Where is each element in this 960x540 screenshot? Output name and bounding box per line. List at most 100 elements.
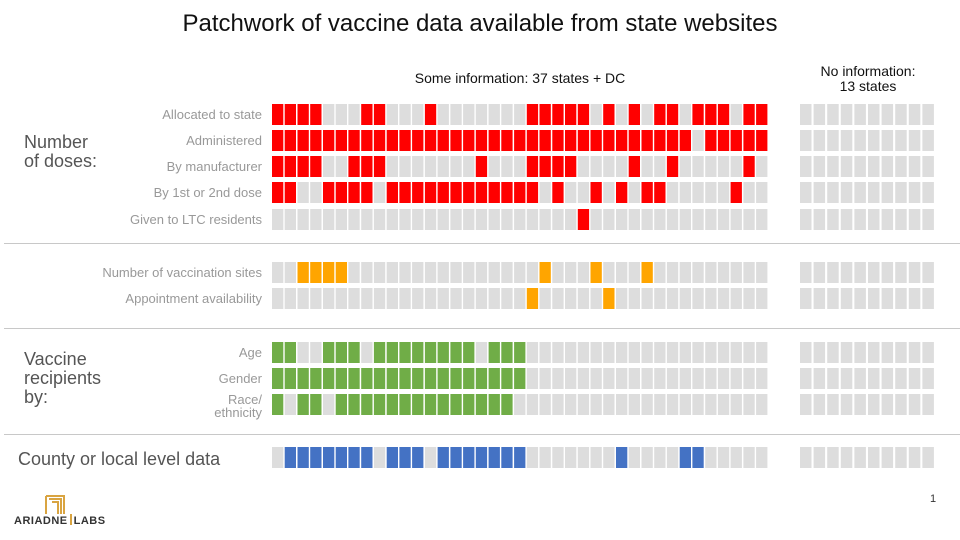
cell-appointment-availability-2-unavailable bbox=[284, 288, 296, 309]
cell-county-or-local-level-data-7-available bbox=[348, 447, 360, 468]
cell-age-12-available bbox=[412, 342, 424, 363]
cell-gender-13-available bbox=[424, 368, 437, 389]
cell-by-manufacturer-14-unavailable bbox=[437, 156, 449, 177]
cell-county-or-local-level-data-33-available bbox=[679, 447, 691, 468]
cell-county-or-local-level-data-12-available bbox=[412, 447, 424, 468]
cell-age-3-unavailable bbox=[297, 342, 309, 363]
cell-given-to-ltc-residents-no-info-4 bbox=[840, 209, 853, 230]
cell-appointment-availability-16-unavailable bbox=[463, 288, 475, 309]
cell-administered-7-available bbox=[348, 130, 360, 151]
cell-county-or-local-level-data-2-available bbox=[284, 447, 296, 468]
cell-appointment-availability-no-info-7 bbox=[881, 288, 894, 309]
cell-administered-16-available bbox=[463, 130, 475, 151]
cell-gender-no-info-9 bbox=[908, 368, 921, 389]
cell-county-or-local-level-data-16-available bbox=[463, 447, 475, 468]
cell-given-to-ltc-residents-5-unavailable bbox=[323, 209, 335, 230]
cell-by-1st-or-2nd-dose-no-info-10 bbox=[922, 182, 934, 203]
divider-recipients-county bbox=[4, 434, 960, 435]
cell-number-of-vaccination-sites-13-unavailable bbox=[424, 262, 437, 283]
cell-by-manufacturer-34-unavailable bbox=[692, 156, 704, 177]
cell-gender-25-unavailable bbox=[577, 368, 590, 389]
cell-age-no-info-2 bbox=[813, 342, 826, 363]
cell-number-of-vaccination-sites-22-available bbox=[539, 262, 551, 283]
cell-number-of-vaccination-sites-14-unavailable bbox=[437, 262, 449, 283]
cell-gender-28-unavailable bbox=[616, 368, 628, 389]
cell-given-to-ltc-residents-6-unavailable bbox=[335, 209, 347, 230]
cell-by-1st-or-2nd-dose-6-available bbox=[335, 182, 347, 203]
cell-allocated-to-state-21-available bbox=[526, 104, 539, 125]
cell-by-manufacturer-16-unavailable bbox=[463, 156, 475, 177]
cell-by-manufacturer-31-unavailable bbox=[654, 156, 666, 177]
cell-administered-4-available bbox=[310, 130, 322, 151]
row-label-county-or-local-level-data: County or local level data bbox=[18, 449, 221, 469]
cell-county-or-local-level-data-18-available bbox=[488, 447, 500, 468]
cell-by-manufacturer-30-unavailable bbox=[641, 156, 653, 177]
cell-appointment-availability-11-unavailable bbox=[399, 288, 411, 309]
cell-by-1st-or-2nd-dose-39-unavailable bbox=[756, 182, 768, 203]
cell-given-to-ltc-residents-3-unavailable bbox=[297, 209, 309, 230]
cell-given-to-ltc-residents-no-info-1 bbox=[800, 209, 812, 230]
cell-race-ethnicity-8-available bbox=[361, 394, 373, 415]
cell-appointment-availability-no-info-3 bbox=[827, 288, 839, 309]
cell-administered-38-available bbox=[743, 130, 755, 151]
cell-age-36-unavailable bbox=[717, 342, 730, 363]
cell-age-22-unavailable bbox=[539, 342, 551, 363]
group-label-recipients-line1: Vaccine bbox=[24, 349, 87, 369]
cell-by-manufacturer-18-unavailable bbox=[488, 156, 500, 177]
cell-allocated-to-state-4-available bbox=[310, 104, 322, 125]
cell-race-ethnicity-39-unavailable bbox=[756, 394, 768, 415]
cell-by-manufacturer-1-available bbox=[272, 156, 284, 177]
cell-age-7-available bbox=[348, 342, 360, 363]
cell-number-of-vaccination-sites-4-available bbox=[310, 262, 322, 283]
cell-by-manufacturer-26-unavailable bbox=[590, 156, 602, 177]
cell-given-to-ltc-residents-15-unavailable bbox=[450, 209, 462, 230]
cell-given-to-ltc-residents-7-unavailable bbox=[348, 209, 360, 230]
cell-number-of-vaccination-sites-36-unavailable bbox=[717, 262, 730, 283]
cell-number-of-vaccination-sites-27-unavailable bbox=[603, 262, 615, 283]
cell-administered-26-available bbox=[590, 130, 602, 151]
cell-administered-8-available bbox=[361, 130, 373, 151]
cell-by-manufacturer-15-unavailable bbox=[450, 156, 462, 177]
cell-gender-no-info-8 bbox=[895, 368, 907, 389]
cell-gender-32-unavailable bbox=[666, 368, 679, 389]
cell-by-manufacturer-36-unavailable bbox=[717, 156, 730, 177]
cell-administered-12-available bbox=[412, 130, 424, 151]
cell-age-32-unavailable bbox=[666, 342, 679, 363]
cell-county-or-local-level-data-25-unavailable bbox=[577, 447, 590, 468]
cell-age-26-unavailable bbox=[590, 342, 602, 363]
cell-appointment-availability-28-unavailable bbox=[616, 288, 628, 309]
cell-by-manufacturer-11-unavailable bbox=[399, 156, 411, 177]
cell-administered-11-available bbox=[399, 130, 411, 151]
cell-administered-13-available bbox=[424, 130, 437, 151]
cell-by-manufacturer-no-info-9 bbox=[908, 156, 921, 177]
cell-county-or-local-level-data-30-unavailable bbox=[641, 447, 653, 468]
cell-given-to-ltc-residents-1-unavailable bbox=[272, 209, 284, 230]
cell-allocated-to-state-3-available bbox=[297, 104, 309, 125]
group-label-recipients-line2: recipients bbox=[24, 368, 102, 388]
cell-number-of-vaccination-sites-29-unavailable bbox=[628, 262, 640, 283]
cell-given-to-ltc-residents-8-unavailable bbox=[361, 209, 373, 230]
cell-number-of-vaccination-sites-no-info-9 bbox=[908, 262, 921, 283]
cell-by-manufacturer-38-available bbox=[743, 156, 755, 177]
cell-age-25-unavailable bbox=[577, 342, 590, 363]
cell-by-manufacturer-32-available bbox=[666, 156, 679, 177]
cell-appointment-availability-25-unavailable bbox=[577, 288, 590, 309]
cell-gender-34-unavailable bbox=[692, 368, 704, 389]
cell-given-to-ltc-residents-14-unavailable bbox=[437, 209, 449, 230]
cell-race-ethnicity-7-available bbox=[348, 394, 360, 415]
row-label-given-to-ltc-residents: Given to LTC residents bbox=[130, 212, 262, 227]
cell-by-manufacturer-22-available bbox=[539, 156, 551, 177]
cell-county-or-local-level-data-32-unavailable bbox=[666, 447, 679, 468]
cell-by-1st-or-2nd-dose-17-available bbox=[475, 182, 488, 203]
cell-age-14-available bbox=[437, 342, 449, 363]
cell-allocated-to-state-7-unavailable bbox=[348, 104, 360, 125]
cell-gender-12-available bbox=[412, 368, 424, 389]
cell-number-of-vaccination-sites-37-unavailable bbox=[730, 262, 742, 283]
cell-given-to-ltc-residents-37-unavailable bbox=[730, 209, 742, 230]
cell-given-to-ltc-residents-16-unavailable bbox=[463, 209, 475, 230]
cell-given-to-ltc-residents-9-unavailable bbox=[373, 209, 386, 230]
cell-county-or-local-level-data-37-unavailable bbox=[730, 447, 742, 468]
cell-race-ethnicity-37-unavailable bbox=[730, 394, 742, 415]
cell-age-no-info-3 bbox=[827, 342, 839, 363]
cell-race-ethnicity-no-info-5 bbox=[854, 394, 866, 415]
